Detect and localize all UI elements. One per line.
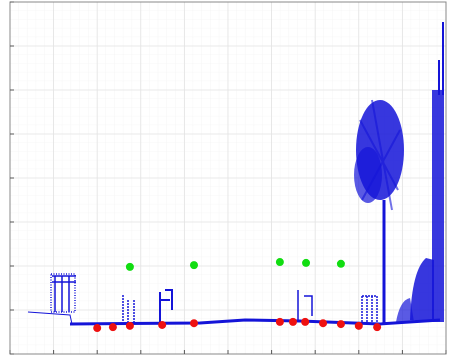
point (337, 260, 345, 268)
point (373, 323, 381, 331)
point (276, 258, 284, 266)
point (355, 322, 363, 330)
point (158, 321, 166, 329)
point (126, 322, 134, 330)
point (301, 318, 309, 326)
tree-canopy (354, 147, 382, 203)
point (302, 259, 310, 267)
point (276, 318, 284, 326)
point (126, 263, 134, 271)
point (337, 320, 345, 328)
point (109, 323, 117, 331)
chart (0, 0, 454, 360)
point (319, 319, 327, 327)
point (190, 319, 198, 327)
point (93, 324, 101, 332)
point (289, 318, 297, 326)
point (190, 261, 198, 269)
